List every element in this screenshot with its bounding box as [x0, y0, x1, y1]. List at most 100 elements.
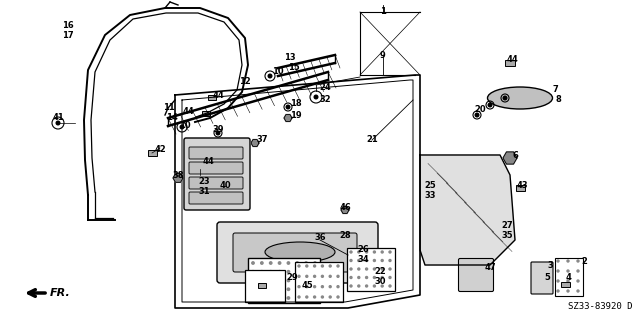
- Circle shape: [350, 268, 352, 270]
- Circle shape: [373, 251, 376, 253]
- Circle shape: [287, 288, 290, 291]
- Circle shape: [296, 262, 298, 264]
- Circle shape: [180, 125, 184, 129]
- Circle shape: [350, 251, 352, 253]
- Circle shape: [296, 288, 298, 291]
- Circle shape: [389, 285, 391, 287]
- Text: 10: 10: [272, 68, 284, 77]
- Circle shape: [389, 277, 391, 278]
- Bar: [245, 270, 285, 302]
- Text: 13: 13: [284, 53, 296, 62]
- Text: SZ33-83920 D: SZ33-83920 D: [568, 302, 632, 311]
- Ellipse shape: [488, 87, 552, 109]
- Bar: [258, 283, 266, 288]
- Text: 8: 8: [555, 95, 561, 105]
- Circle shape: [557, 290, 559, 292]
- Circle shape: [287, 271, 290, 273]
- Text: 20: 20: [474, 106, 486, 115]
- Circle shape: [314, 279, 316, 282]
- Text: 47: 47: [484, 263, 496, 272]
- Text: 9: 9: [380, 50, 386, 60]
- Circle shape: [314, 296, 316, 298]
- Polygon shape: [284, 115, 292, 122]
- Circle shape: [278, 288, 281, 291]
- Circle shape: [329, 275, 332, 277]
- Text: 5: 5: [544, 273, 550, 283]
- Circle shape: [475, 113, 479, 117]
- Circle shape: [373, 259, 376, 262]
- FancyBboxPatch shape: [458, 258, 493, 292]
- FancyBboxPatch shape: [189, 177, 243, 189]
- Circle shape: [557, 260, 559, 262]
- Circle shape: [216, 131, 220, 135]
- Circle shape: [252, 279, 254, 282]
- Bar: [208, 95, 216, 100]
- Text: 29: 29: [286, 273, 298, 283]
- Circle shape: [577, 290, 579, 292]
- Circle shape: [278, 279, 281, 282]
- Circle shape: [260, 297, 263, 299]
- Polygon shape: [503, 152, 517, 164]
- Circle shape: [314, 262, 316, 264]
- Text: 16: 16: [62, 20, 74, 29]
- FancyBboxPatch shape: [217, 222, 378, 283]
- Text: 44: 44: [212, 91, 224, 100]
- Bar: [555, 258, 583, 296]
- Circle shape: [296, 297, 298, 299]
- Circle shape: [287, 279, 290, 282]
- Circle shape: [577, 260, 579, 262]
- Circle shape: [298, 286, 300, 288]
- Circle shape: [488, 103, 492, 107]
- Circle shape: [337, 286, 339, 288]
- Circle shape: [269, 279, 272, 282]
- Circle shape: [567, 260, 569, 262]
- Circle shape: [305, 279, 307, 282]
- Bar: [505, 60, 515, 66]
- Text: 44: 44: [182, 108, 194, 116]
- Circle shape: [278, 262, 281, 264]
- Text: 18: 18: [290, 99, 302, 108]
- Polygon shape: [341, 206, 349, 213]
- Circle shape: [358, 285, 360, 287]
- Text: 3: 3: [547, 261, 553, 270]
- Circle shape: [269, 297, 272, 299]
- Circle shape: [365, 259, 367, 262]
- Circle shape: [314, 275, 316, 277]
- Circle shape: [365, 268, 367, 270]
- Text: 46: 46: [339, 204, 351, 212]
- FancyBboxPatch shape: [531, 262, 553, 294]
- Circle shape: [305, 271, 307, 273]
- Circle shape: [389, 268, 391, 270]
- Circle shape: [321, 275, 323, 277]
- Circle shape: [557, 280, 559, 282]
- Circle shape: [278, 297, 281, 299]
- Text: 38: 38: [172, 170, 184, 180]
- Text: 14: 14: [166, 114, 178, 122]
- Circle shape: [577, 280, 579, 282]
- Circle shape: [314, 271, 316, 273]
- Circle shape: [314, 286, 316, 288]
- Ellipse shape: [265, 242, 335, 262]
- Text: 25: 25: [424, 181, 436, 189]
- Circle shape: [373, 268, 376, 270]
- Circle shape: [329, 265, 332, 267]
- Text: 15: 15: [288, 63, 300, 71]
- Text: FR.: FR.: [50, 288, 71, 298]
- Circle shape: [305, 288, 307, 291]
- Circle shape: [306, 296, 308, 298]
- Bar: [248, 258, 320, 303]
- Text: 34: 34: [357, 256, 369, 264]
- Text: 44: 44: [202, 158, 214, 167]
- Text: 22: 22: [374, 268, 386, 277]
- Text: 23: 23: [198, 177, 210, 187]
- Text: 1: 1: [380, 8, 386, 17]
- Circle shape: [306, 265, 308, 267]
- Bar: [516, 185, 525, 191]
- Circle shape: [278, 271, 281, 273]
- Text: 24: 24: [319, 84, 331, 93]
- Text: 42: 42: [154, 145, 166, 154]
- Circle shape: [260, 262, 263, 264]
- Bar: [295, 262, 343, 302]
- Circle shape: [298, 296, 300, 298]
- Text: 21: 21: [366, 136, 378, 145]
